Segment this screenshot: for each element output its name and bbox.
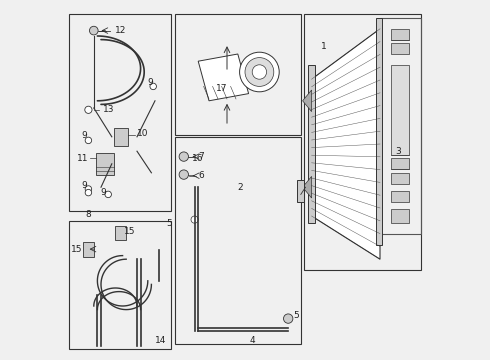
Polygon shape — [198, 54, 248, 101]
Bar — [83, 242, 94, 257]
Bar — [69, 221, 171, 349]
Text: 13: 13 — [103, 105, 114, 114]
Circle shape — [284, 314, 293, 323]
Bar — [391, 173, 409, 184]
Text: 17: 17 — [216, 84, 227, 93]
Text: 15: 15 — [124, 227, 136, 236]
Text: 7: 7 — [198, 152, 204, 161]
Text: 12: 12 — [116, 26, 127, 35]
Circle shape — [245, 58, 274, 86]
Text: 9: 9 — [81, 181, 87, 190]
Circle shape — [252, 65, 267, 79]
Text: 15: 15 — [71, 245, 82, 253]
Bar — [304, 14, 421, 270]
Bar — [391, 29, 409, 40]
Text: 9: 9 — [81, 131, 87, 140]
Text: 14: 14 — [155, 336, 166, 345]
Text: 5: 5 — [294, 310, 299, 320]
Text: 8: 8 — [86, 210, 91, 219]
Circle shape — [179, 152, 189, 161]
Circle shape — [179, 170, 189, 179]
Bar — [114, 128, 128, 146]
Bar — [391, 65, 409, 155]
Polygon shape — [297, 180, 304, 202]
Text: 6: 6 — [198, 171, 204, 180]
Circle shape — [150, 83, 156, 90]
Circle shape — [85, 106, 92, 113]
Text: 2: 2 — [238, 183, 243, 192]
Polygon shape — [376, 18, 382, 245]
Text: 4: 4 — [249, 336, 255, 345]
Circle shape — [191, 216, 198, 223]
Polygon shape — [303, 176, 312, 198]
Bar — [391, 43, 409, 54]
Bar — [391, 158, 409, 169]
Polygon shape — [312, 29, 380, 259]
Circle shape — [85, 186, 92, 192]
Text: 9: 9 — [100, 188, 106, 197]
Text: 9: 9 — [147, 78, 153, 87]
Text: 10: 10 — [137, 129, 148, 138]
Bar — [380, 18, 421, 234]
Text: 11: 11 — [77, 154, 88, 163]
Bar — [96, 153, 114, 175]
Text: 1: 1 — [321, 42, 327, 51]
Circle shape — [90, 26, 98, 35]
Polygon shape — [303, 90, 312, 112]
Polygon shape — [308, 65, 315, 223]
Bar — [116, 226, 126, 240]
Circle shape — [85, 137, 92, 144]
Bar — [69, 14, 171, 211]
Bar — [175, 137, 301, 344]
Text: 5: 5 — [167, 219, 172, 228]
Bar — [175, 14, 301, 135]
Circle shape — [85, 189, 92, 196]
Circle shape — [240, 52, 279, 92]
Bar — [391, 191, 409, 202]
Bar — [391, 209, 409, 223]
Text: 16: 16 — [193, 154, 204, 163]
Circle shape — [105, 191, 111, 198]
Text: 3: 3 — [395, 147, 401, 156]
